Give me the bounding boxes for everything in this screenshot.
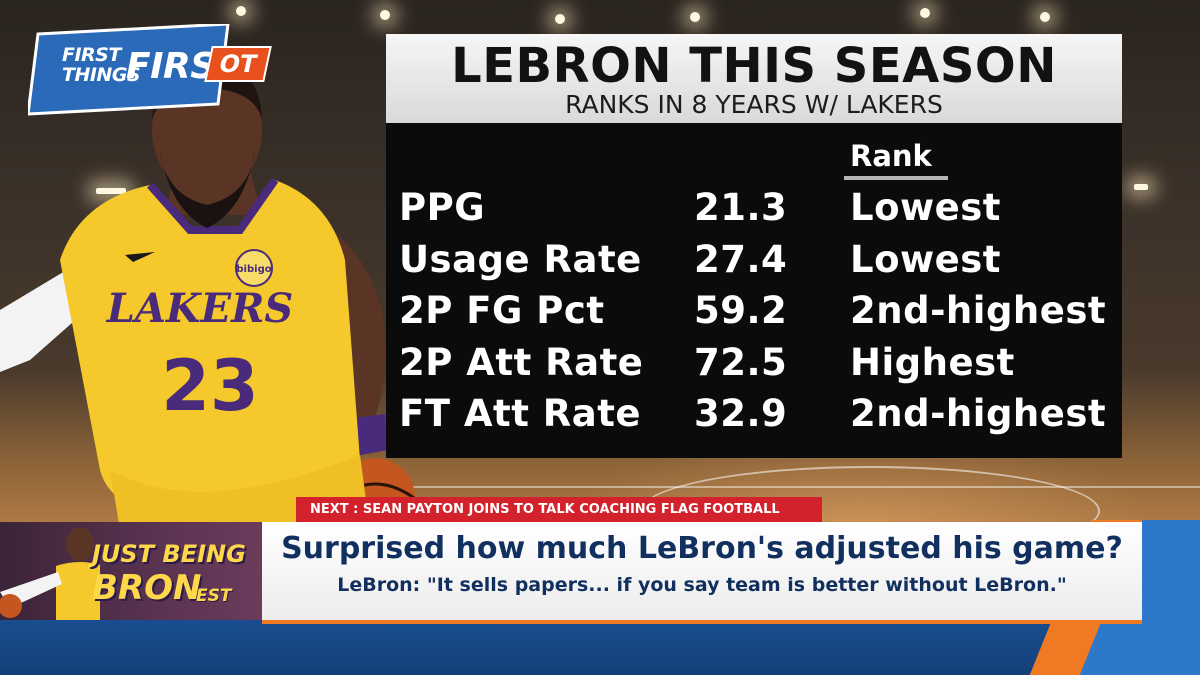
rank-header-underline — [844, 176, 948, 180]
arena-light — [1134, 184, 1148, 190]
logo-ot-badge: OT — [204, 46, 272, 82]
stat-value: 27.4 — [694, 238, 788, 281]
stat-value: 72.5 — [694, 341, 788, 384]
stat-name: FT Att Rate — [399, 392, 642, 435]
stat-name: Usage Rate — [399, 238, 642, 281]
stat-rank: Lowest — [850, 238, 1001, 281]
lower-third-headline: Surprised how much LeBron's adjusted his… — [281, 531, 1123, 566]
next-up-banner: NEXT : SEAN PAYTON JOINS TO TALK COACHIN… — [296, 497, 822, 522]
arena-light — [555, 14, 565, 24]
stat-rank: Highest — [850, 341, 1015, 384]
stats-card-title: LEBRON THIS SEASON — [451, 38, 1057, 94]
stat-row: FT Att Rate 32.9 2nd-highest — [386, 392, 1122, 444]
arena-light — [920, 8, 930, 18]
arena-light — [1040, 12, 1050, 22]
jersey-team-text: LAKERS — [106, 285, 294, 332]
stat-rank: Lowest — [850, 186, 1001, 229]
segment-thumbnail: JUST BEING BRON EST — [0, 522, 262, 620]
rank-column-header: Rank — [850, 139, 932, 173]
stat-rank: 2nd-highest — [850, 289, 1107, 332]
stat-value: 32.9 — [694, 392, 788, 435]
jersey-number-text: 23 — [161, 345, 258, 427]
segment-title-line3: EST — [196, 586, 232, 606]
stat-name: 2P Att Rate — [399, 341, 644, 384]
thumbnail-player-image — [0, 527, 100, 620]
court-line — [380, 486, 1200, 488]
stat-value: 21.3 — [694, 186, 788, 229]
segment-title-line2: BRON — [92, 568, 202, 608]
stat-row: 2P Att Rate 72.5 Highest — [386, 341, 1122, 393]
lower-third-subline: LeBron: "It sells papers... if you say t… — [337, 574, 1067, 596]
lower-third-panel — [262, 522, 1142, 622]
arena-light — [236, 6, 246, 16]
logo-line-a: FIRST — [62, 44, 121, 66]
stat-rank: 2nd-highest — [850, 392, 1107, 435]
arena-light — [96, 188, 126, 194]
logo-line-b: THINGS — [62, 64, 141, 86]
stats-card: LEBRON THIS SEASON RANKS IN 8 YEARS W/ L… — [386, 34, 1122, 458]
stats-card-subtitle: RANKS IN 8 YEARS W/ LAKERS — [565, 90, 943, 119]
lower-third-underline — [262, 620, 1142, 624]
stat-row: PPG 21.3 Lowest — [386, 186, 1122, 238]
stat-row: Usage Rate 27.4 Lowest — [386, 238, 1122, 290]
stat-name: 2P FG Pct — [399, 289, 605, 332]
stats-card-header: LEBRON THIS SEASON RANKS IN 8 YEARS W/ L… — [386, 34, 1122, 123]
stat-value: 59.2 — [694, 289, 788, 332]
stats-card-body: Rank PPG 21.3 Lowest Usage Rate 27.4 Low… — [386, 123, 1122, 458]
stat-row: 2P FG Pct 59.2 2nd-highest — [386, 289, 1122, 341]
stat-name: PPG — [399, 186, 486, 229]
arena-light — [380, 10, 390, 20]
swoosh-icon — [125, 252, 155, 262]
segment-title-line1: JUST BEING — [92, 540, 246, 568]
arena-light — [690, 12, 700, 22]
jersey-patch-text: bibigo — [236, 264, 271, 275]
